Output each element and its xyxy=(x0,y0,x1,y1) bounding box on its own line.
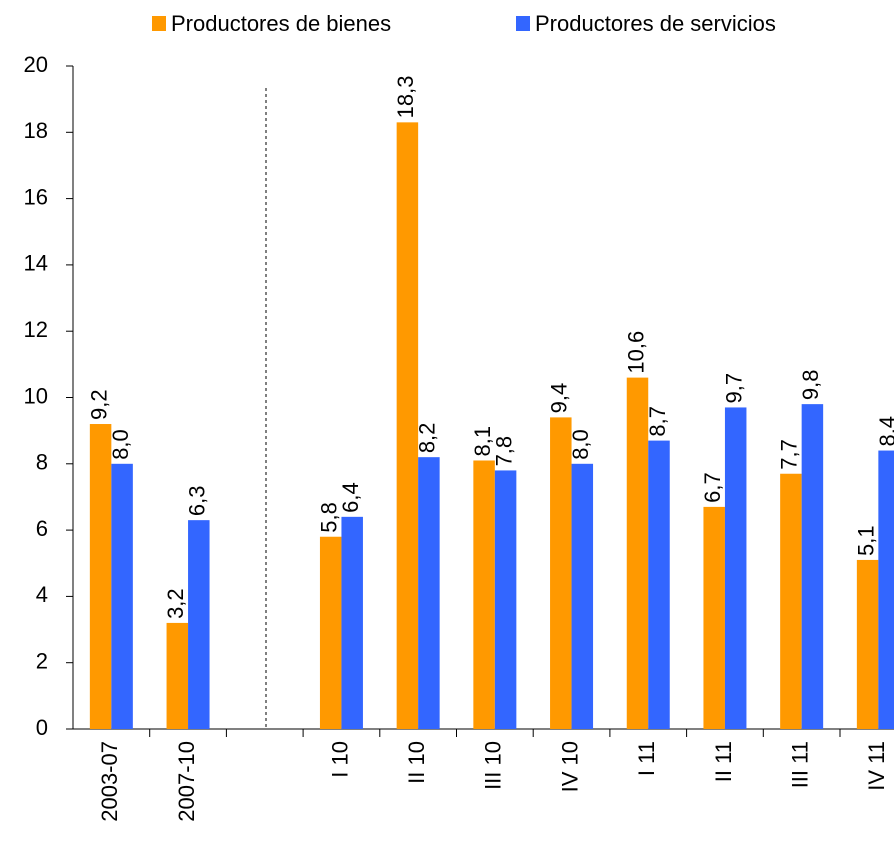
x-tick-label: II 11 xyxy=(711,741,736,782)
x-tick-label: I 10 xyxy=(327,741,352,778)
value-label: 9,7 xyxy=(722,373,747,404)
value-label: 9,8 xyxy=(798,370,823,401)
y-tick-label: 0 xyxy=(36,715,48,740)
value-label: 9,4 xyxy=(547,383,572,414)
bar xyxy=(418,457,440,729)
bar xyxy=(188,520,210,729)
x-tick-label: II 10 xyxy=(404,741,429,784)
value-label: 8,4 xyxy=(875,416,894,447)
y-tick-label: 10 xyxy=(24,383,48,408)
bar xyxy=(780,473,802,729)
legend-swatch xyxy=(516,16,530,31)
bar xyxy=(473,460,495,729)
x-tick-label: IV 10 xyxy=(557,741,582,792)
value-label: 8,0 xyxy=(108,429,133,460)
y-tick-label: 20 xyxy=(24,52,48,77)
legend-label: Productores de bienes xyxy=(171,11,391,36)
x-tick-label: 2007-10 xyxy=(174,741,199,822)
value-label: 6,4 xyxy=(338,482,363,513)
bar xyxy=(648,440,670,729)
y-tick-label: 12 xyxy=(24,317,48,342)
x-tick-label: III 11 xyxy=(787,741,812,788)
x-tick-label: III 10 xyxy=(481,741,506,790)
bar xyxy=(571,463,594,729)
y-tick-label: 16 xyxy=(24,184,48,209)
legend-swatch xyxy=(152,16,166,31)
legend-label: Productores de servicios xyxy=(535,11,776,36)
bar xyxy=(111,463,133,729)
bar xyxy=(341,516,363,729)
bar xyxy=(703,506,725,729)
value-label: 6,7 xyxy=(700,472,725,503)
bar xyxy=(626,377,649,729)
bar xyxy=(801,404,824,729)
value-label: 8,7 xyxy=(645,406,670,437)
bar xyxy=(166,622,189,729)
value-label: 7,7 xyxy=(777,439,802,470)
value-label: 10,6 xyxy=(623,331,648,374)
value-label: 5,1 xyxy=(853,525,878,556)
bar xyxy=(396,122,419,730)
bar xyxy=(878,450,894,729)
y-tick-label: 4 xyxy=(36,582,48,607)
value-label: 7,8 xyxy=(491,436,516,467)
value-label: 9,2 xyxy=(86,389,111,420)
bar xyxy=(550,417,572,729)
bar xyxy=(856,559,879,729)
value-label: 8,1 xyxy=(470,426,495,457)
value-label: 3,2 xyxy=(163,588,188,619)
bar xyxy=(494,470,517,729)
y-tick-label: 14 xyxy=(24,251,48,276)
y-tick-label: 18 xyxy=(24,118,48,143)
bar xyxy=(319,536,342,729)
bar xyxy=(724,407,747,729)
value-label: 5,8 xyxy=(317,502,342,533)
bar xyxy=(89,424,112,729)
x-tick-label: 2003-07 xyxy=(97,741,122,822)
x-tick-label: IV 11 xyxy=(864,741,889,791)
value-label: 18,3 xyxy=(393,76,418,119)
y-tick-label: 8 xyxy=(36,450,48,475)
x-tick-label: I 11 xyxy=(634,741,659,776)
y-tick-label: 6 xyxy=(36,516,48,541)
value-label: 6,3 xyxy=(185,486,210,517)
y-tick-label: 2 xyxy=(36,649,48,674)
value-label: 8,0 xyxy=(568,429,593,460)
value-label: 8,2 xyxy=(415,423,440,454)
